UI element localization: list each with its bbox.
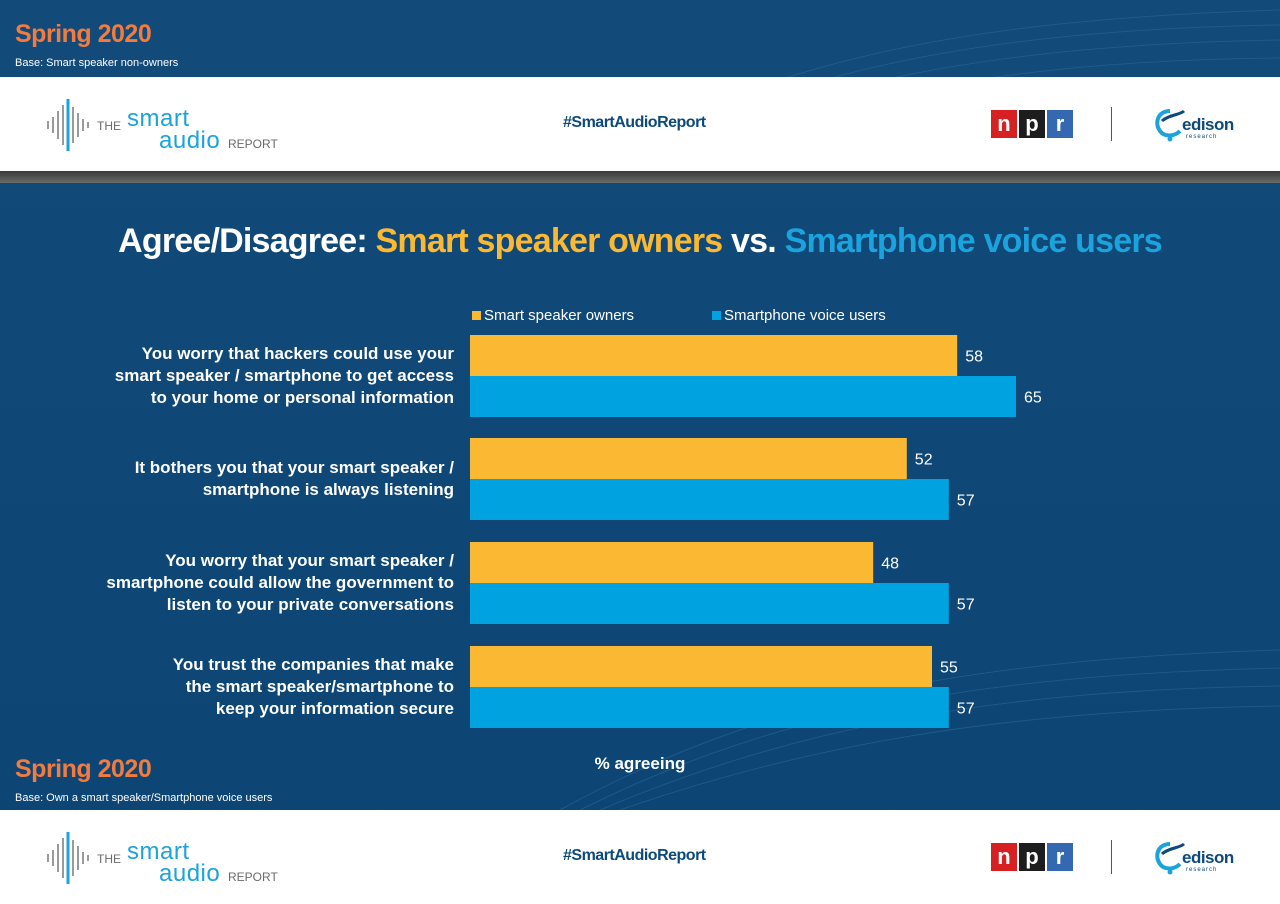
bar-speaker-0 [470, 335, 958, 376]
category-label-2: You worry that your smart speaker / smart… [14, 550, 454, 616]
chart-title: Agree/Disagree: Smart speaker owners vs.… [0, 222, 1280, 261]
logo-audio: audio [159, 860, 221, 887]
legend-item-phone: Smartphone voice users [712, 307, 886, 324]
category-label-line: smart speaker / smartphone to get access [114, 366, 454, 385]
logo-report: REPORT [228, 870, 278, 884]
edison-logo-subtext: research [1186, 134, 1218, 140]
edison-swirl-icon [1155, 109, 1186, 142]
legend-swatch-phone [712, 311, 721, 320]
logo-smart: smart [127, 105, 190, 132]
category-label-line: the smart speaker/smartphone to [185, 677, 454, 696]
category-label-line: smartphone is always listening [202, 480, 454, 499]
edison-logo-text: edison [1182, 848, 1234, 867]
npr-letter-p: p [1019, 843, 1045, 871]
category-label-line: listen to your private conversations [166, 595, 454, 614]
bar-speaker-2 [470, 542, 874, 583]
x-axis-label: % agreeing [594, 754, 686, 773]
category-label-line: to your home or personal information [150, 388, 454, 407]
base-label-bottom: Base: Own a smart speaker/Smartphone voi… [15, 792, 273, 804]
category-label-line: You trust the companies that make [172, 655, 454, 674]
npr-letter-n: n [991, 110, 1017, 138]
title-vs: vs. [722, 222, 785, 260]
brand-banner-bottom: THE smart audio REPORT #SmartAudioReport… [0, 810, 1280, 904]
data-label-speaker-0: 58 [965, 349, 983, 366]
bar-speaker-1 [470, 438, 907, 479]
data-label-phone-0: 65 [1024, 390, 1042, 407]
legend-label-speaker: Smart speaker owners [484, 307, 635, 324]
npr-letter-p: p [1019, 110, 1045, 138]
hashtag: #SmartAudioReport [563, 114, 706, 131]
data-label-phone-3: 57 [957, 701, 975, 718]
category-label-line: You worry that your smart speaker / [165, 551, 454, 570]
bar-phone-3 [470, 687, 949, 728]
edison-logo-subtext: research [1186, 867, 1218, 873]
data-label-phone-2: 57 [957, 597, 975, 614]
brand-banner-top: THE smart audio REPORT #SmartAudioReport… [0, 77, 1280, 171]
logo-divider [1111, 107, 1112, 141]
logo-the: THE [97, 119, 121, 133]
logo-audio: audio [159, 127, 221, 154]
logo-report: REPORT [228, 137, 278, 151]
edison-swirl-icon [1155, 842, 1186, 875]
category-label-line: keep your information secure [215, 699, 454, 718]
bar-phone-0 [470, 376, 1016, 417]
npr-logo: n p r [991, 843, 1073, 871]
data-label-speaker-3: 55 [940, 660, 958, 677]
title-speaker-owners: Smart speaker owners [375, 222, 724, 260]
legend-label-phone: Smartphone voice users [724, 307, 886, 324]
bar-speaker-3 [470, 646, 932, 687]
season-label-top: Spring 2020 [15, 20, 152, 48]
category-label-1: It bothers you that your smart speaker /… [14, 457, 454, 501]
legend-swatch-speaker [472, 311, 481, 320]
logo-smart: smart [127, 838, 190, 865]
npr-logo: n p r [991, 110, 1073, 138]
season-label-bottom: Spring 2020 [15, 755, 152, 783]
logo-the: THE [97, 852, 121, 866]
edison-logo-text: edison [1182, 115, 1234, 134]
bar-phone-1 [470, 479, 949, 520]
title-smartphone-users: Smartphone voice users [784, 222, 1163, 260]
npr-letter-n: n [991, 843, 1017, 871]
data-label-phone-1: 57 [957, 493, 975, 510]
logo-divider [1111, 840, 1112, 874]
category-label-line: You worry that hackers could use your [141, 344, 454, 363]
data-label-speaker-1: 52 [915, 452, 933, 469]
soundwave-icon [47, 832, 89, 884]
bar-phone-2 [470, 583, 949, 624]
banner-shadow-top [0, 171, 1280, 183]
chart-legend: Smart speaker owners Smartphone voice us… [472, 307, 886, 324]
category-label-line: smartphone could allow the government to [106, 573, 454, 592]
category-label-line: It bothers you that your smart speaker / [134, 458, 454, 477]
soundwave-icon [47, 99, 89, 151]
legend-item-speaker: Smart speaker owners [472, 307, 712, 324]
hashtag: #SmartAudioReport [563, 847, 706, 864]
base-label-top: Base: Smart speaker non-owners [15, 57, 179, 69]
data-label-speaker-2: 48 [881, 556, 899, 573]
category-label-0: You worry that hackers could use your sma… [14, 343, 454, 409]
npr-letter-r: r [1047, 843, 1073, 871]
category-label-3: You trust the companies that make the sma… [14, 654, 454, 720]
npr-letter-r: r [1047, 110, 1073, 138]
title-prefix: Agree/Disagree: [118, 222, 376, 260]
